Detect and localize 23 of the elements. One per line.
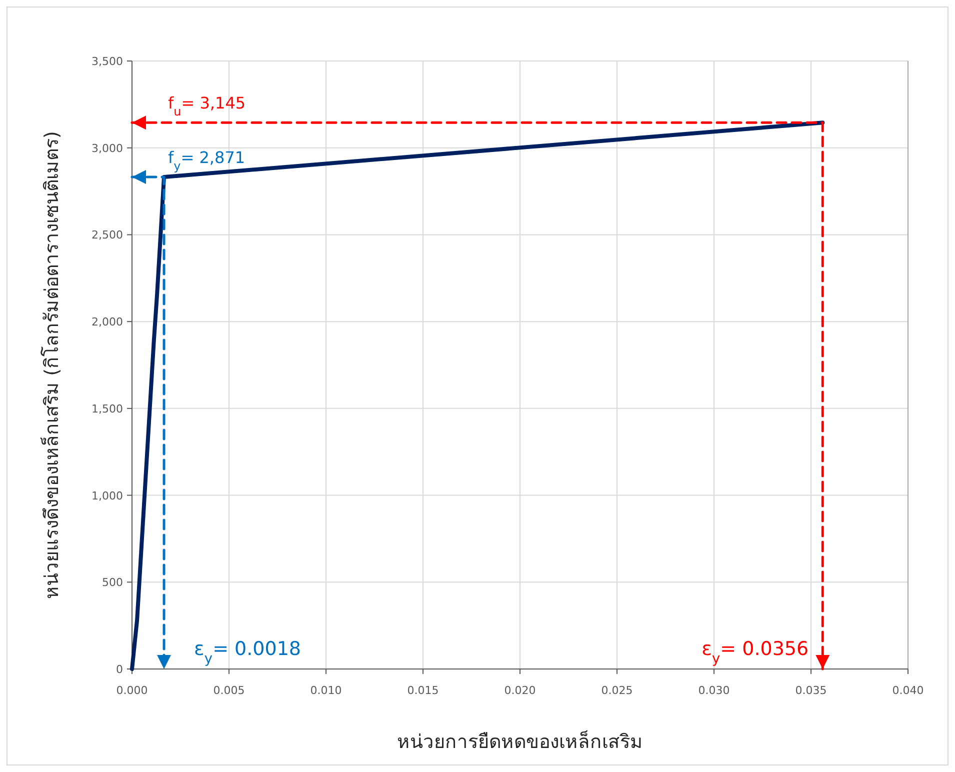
y-tick-label: 3,500 (92, 55, 123, 68)
y-tick-label: 1,000 (92, 489, 123, 502)
x-tick-label: 0.015 (407, 684, 439, 697)
y-axis-title: หน่วยแรงดึงของเหล็กเสริม (กิโลกรัมต่อตารางเซนติเมตร) (39, 131, 63, 599)
annotation: ε$_{y}$= 0.0356 (702, 638, 809, 667)
y-tick-label: 500 (102, 576, 123, 590)
x-tick-label: 0.025 (601, 684, 633, 697)
y-tick-label: 0 (116, 663, 123, 676)
x-tick-label: 0.035 (795, 684, 827, 697)
annotation: f$_{y}$= 2,871 (168, 148, 246, 174)
y-tick-label: 2,000 (92, 316, 123, 329)
y-tick-label: 1,500 (92, 402, 123, 416)
y-tick-label: 3,000 (92, 142, 123, 155)
x-axis-title: หน่วยการยืดหดของเหล็กเสริม (397, 729, 643, 753)
annotation: f$_{u}$= 3,145 (168, 94, 246, 119)
x-tick-label: 0.000 (116, 684, 148, 697)
x-tick-label: 0.005 (213, 684, 245, 697)
x-tick-label: 0.020 (504, 684, 536, 697)
x-tick-label: 0.030 (698, 684, 730, 697)
y-tick-label: 2,500 (92, 228, 123, 242)
annotation: ε$_{y}$= 0.0018 (194, 638, 302, 667)
x-tick-label: 0.040 (892, 684, 924, 697)
x-tick-label: 0.010 (310, 684, 342, 697)
